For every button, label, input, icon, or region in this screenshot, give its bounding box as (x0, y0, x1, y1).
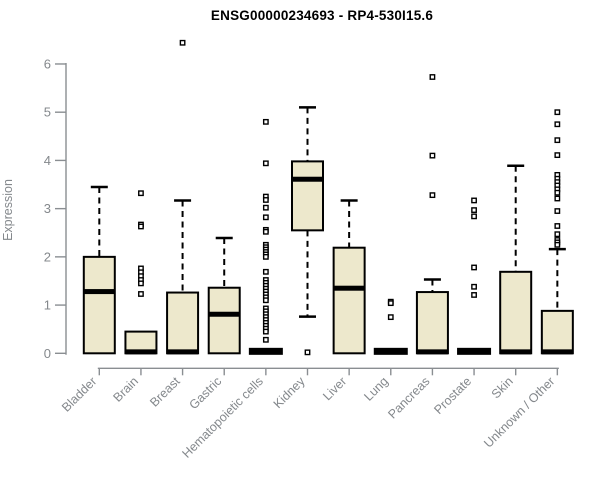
outlier-point (429, 74, 436, 80)
flat-box (457, 347, 492, 355)
outlier-point (138, 280, 144, 287)
median-line (208, 311, 240, 317)
outlier-point (554, 231, 561, 238)
outlier-point (387, 300, 394, 307)
flat-box (373, 347, 408, 355)
outlier-point (262, 204, 269, 211)
chart-title: ENSG00000234693 - RP4-530I15.6 (210, 8, 434, 23)
outlier-point (471, 292, 477, 298)
outlier-point (429, 152, 436, 159)
box-group-brain (124, 190, 158, 355)
outlier-point (262, 160, 269, 167)
outlier-point (554, 109, 561, 116)
x-tick-label-bladder: Bladder (59, 374, 99, 414)
outlier-point (471, 264, 477, 271)
outlier-point (262, 197, 269, 203)
median-line (416, 349, 448, 355)
outlier-point (262, 228, 269, 235)
outlier-point (554, 121, 561, 128)
x-tick-label-unknown-other: Unknown / Other (481, 374, 557, 450)
box-group-lung (373, 298, 408, 355)
outlier-point (429, 192, 436, 199)
x-tick-label-brain: Brain (111, 374, 142, 405)
outlier-point (138, 291, 144, 297)
outlier-point (471, 213, 477, 220)
box-group-bladder (82, 185, 116, 355)
box-group-skin (499, 164, 533, 355)
outlier-point (554, 195, 561, 202)
outlier-point (554, 152, 561, 159)
x-tick-label-kidney: Kidney (271, 374, 308, 411)
iqr-box (166, 291, 200, 355)
median-line (333, 285, 365, 291)
outlier-point (554, 189, 561, 196)
iqr-box (540, 309, 574, 355)
y-tick-label: 5 (44, 105, 51, 120)
box-group-gastric (207, 236, 241, 355)
outlier-point (262, 328, 269, 335)
outlier-point (262, 214, 269, 221)
outlier-point (387, 314, 394, 321)
x-tick-label-breast: Breast (147, 374, 183, 410)
outlier-point (304, 349, 311, 356)
box-group-breast (166, 39, 200, 355)
x-tick-label-lung: Lung (361, 374, 391, 404)
outlier-point (138, 190, 144, 197)
y-tick-label: 6 (44, 56, 51, 71)
y-tick-label: 2 (44, 249, 51, 264)
outlier-point (554, 208, 561, 214)
outlier-point (262, 268, 269, 275)
x-tick-label-skin: Skin (489, 374, 516, 401)
box-group-kidney (291, 106, 324, 356)
iqr-box (415, 291, 449, 355)
x-tick-label-pancreas: Pancreas (385, 374, 432, 421)
outlier-point (262, 336, 269, 343)
outlier-point (179, 39, 186, 46)
x-tick-label-hematopoietic-cells: Hematopoietic cells (179, 374, 266, 461)
outlier-point (471, 197, 477, 204)
box-group-prostate (457, 197, 492, 355)
box-group-liver (332, 199, 366, 355)
outlier-point (471, 207, 477, 213)
outlier-point (471, 283, 477, 290)
outlier-point (138, 223, 144, 230)
iqr-box (82, 255, 116, 355)
outlier-point (262, 253, 269, 260)
y-tick-label: 0 (44, 346, 51, 361)
x-tick-label-liver: Liver (320, 374, 349, 403)
flat-box (248, 347, 283, 355)
y-tick-label: 1 (44, 298, 51, 313)
y-tick-label: 3 (44, 201, 51, 216)
outlier-point (262, 297, 269, 304)
iqr-box (332, 246, 366, 355)
box-group-unknown-other (540, 109, 574, 355)
outlier-point (554, 223, 561, 229)
outlier-point (262, 118, 269, 125)
outlier-point (554, 137, 561, 144)
box-group-pancreas (415, 74, 449, 355)
iqr-box (207, 286, 241, 355)
iqr-box (291, 160, 324, 232)
median-line (292, 176, 323, 182)
median-line (125, 349, 157, 355)
box-group-hematopoietic-cells (248, 118, 283, 355)
iqr-box (499, 270, 533, 355)
x-tick-label-gastric: Gastric (186, 374, 224, 412)
median-line (83, 289, 115, 295)
x-tick-label-prostate: Prostate (431, 374, 474, 417)
y-tick-label: 4 (44, 153, 51, 168)
median-line (500, 349, 532, 355)
median-line (541, 349, 573, 355)
outlier-point (554, 241, 561, 248)
median-line (167, 349, 199, 355)
